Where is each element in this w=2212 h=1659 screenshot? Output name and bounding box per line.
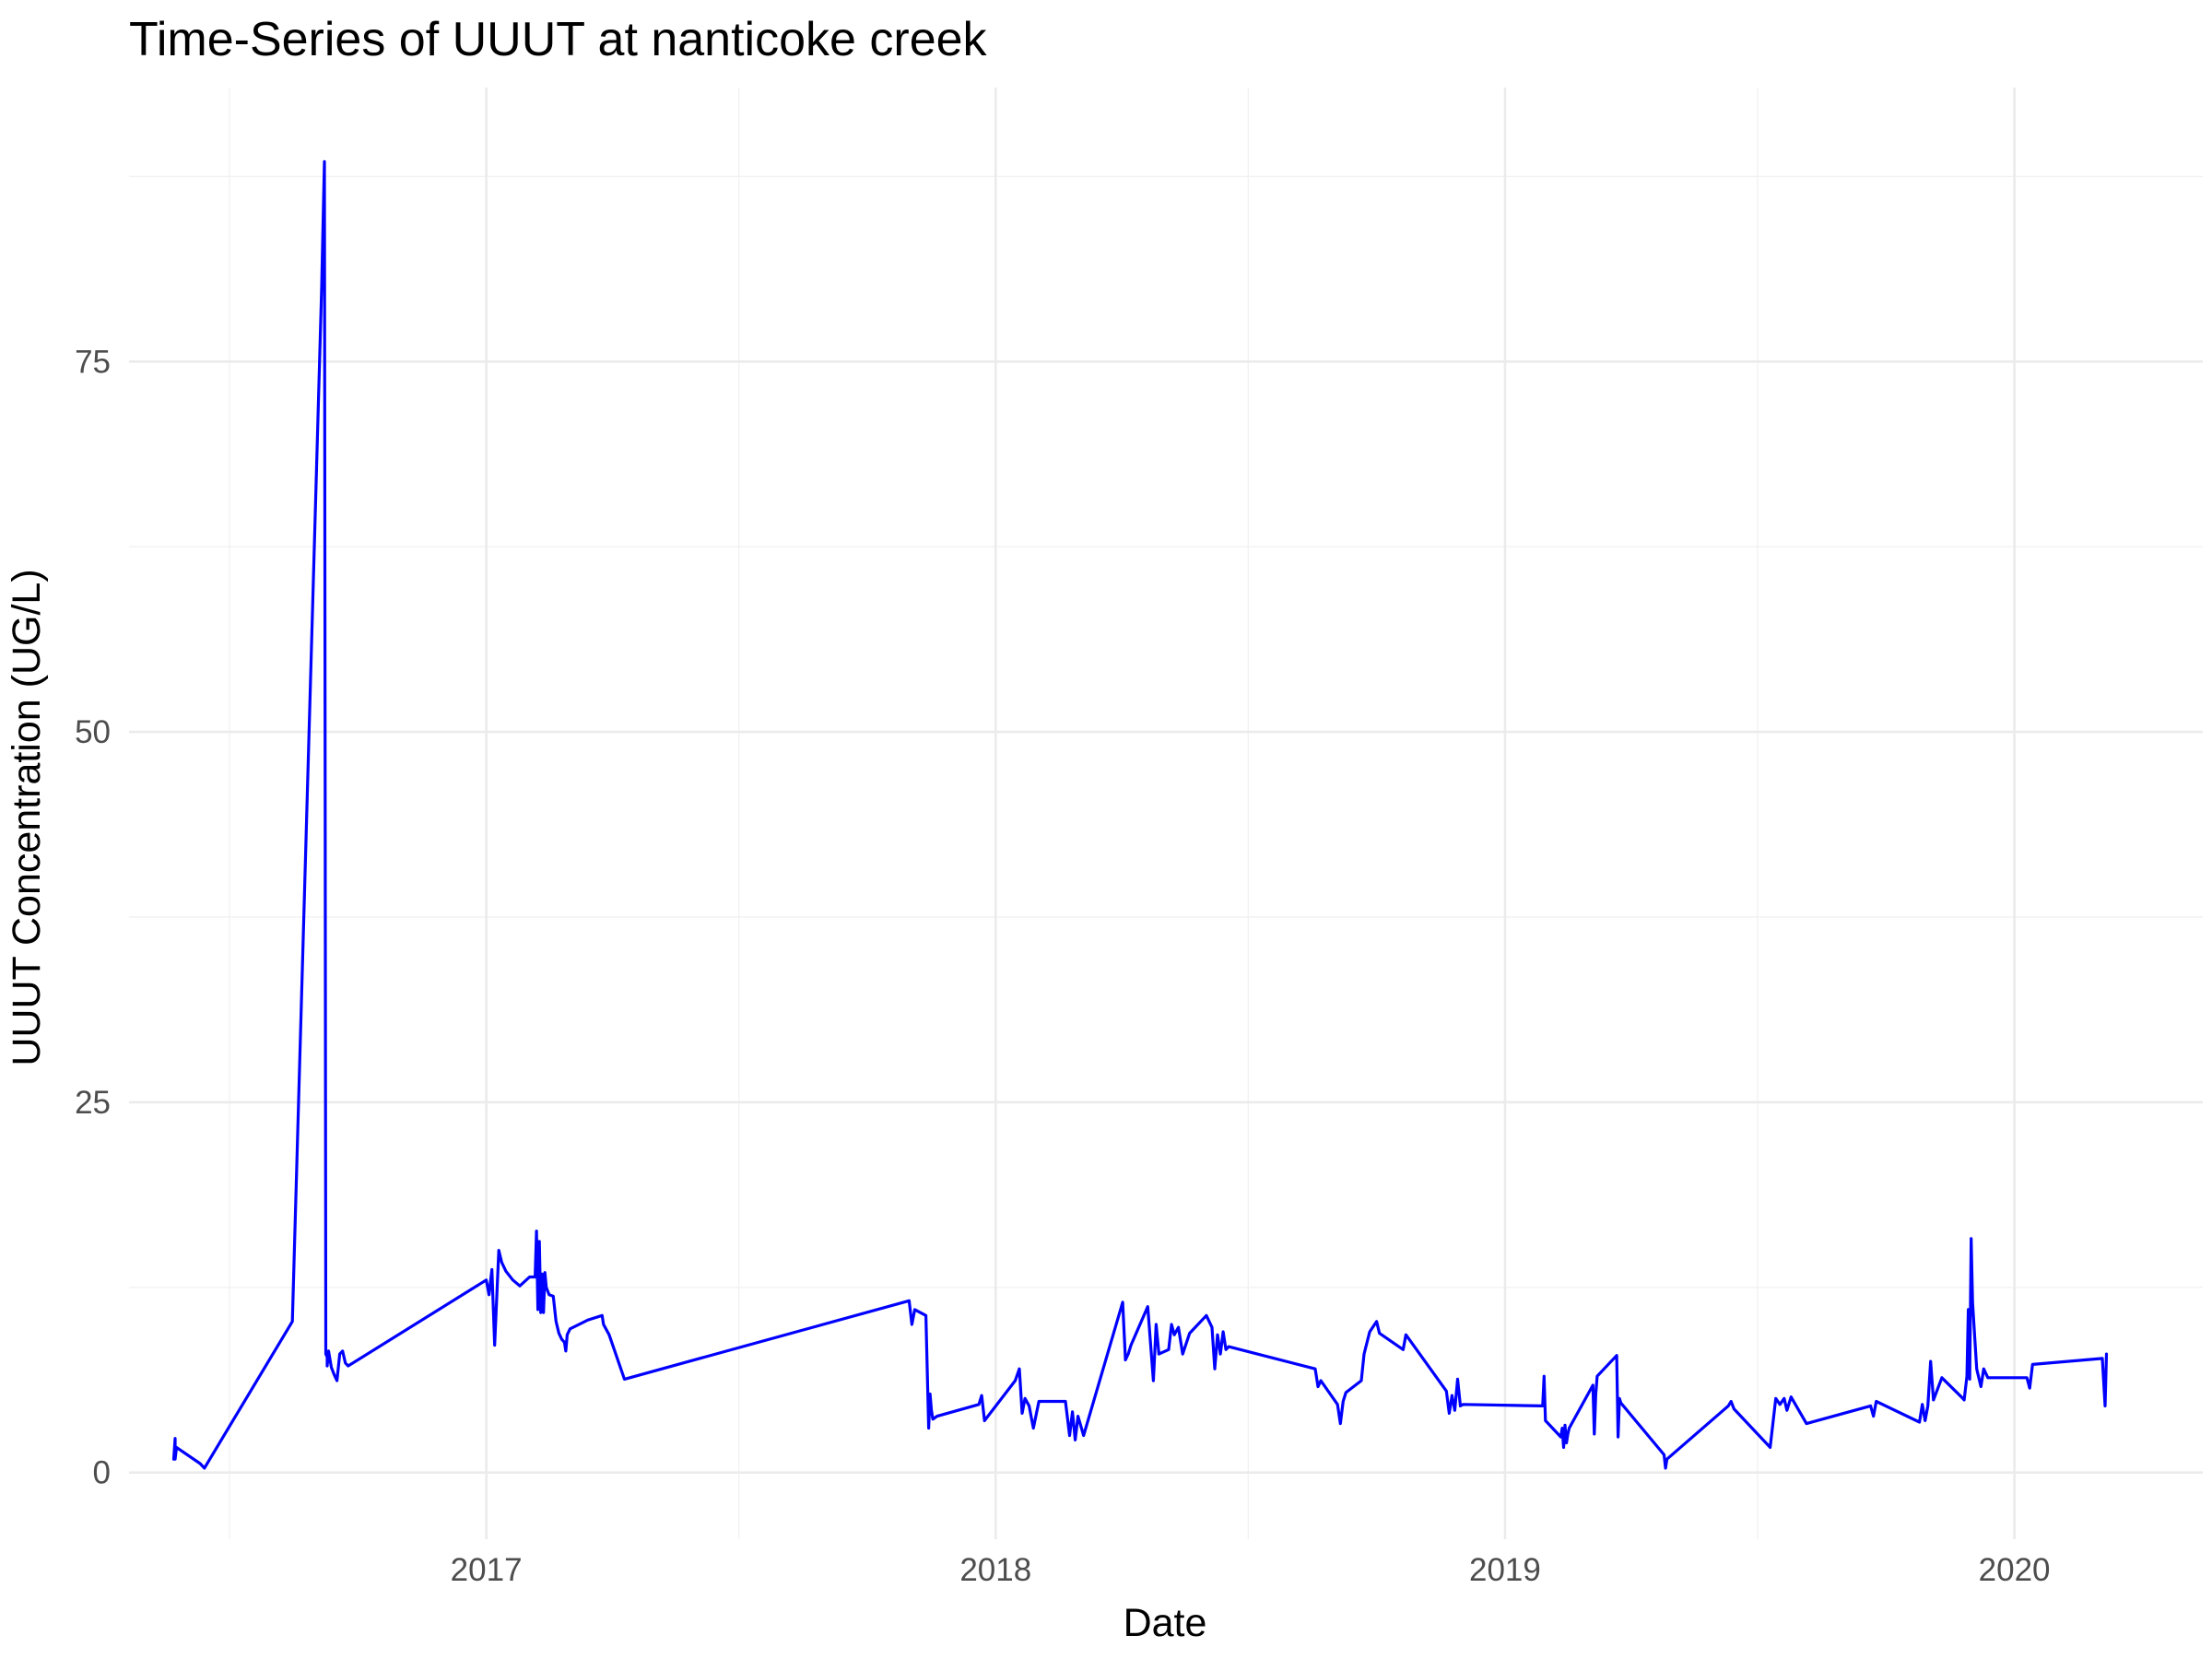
y-axis-title: UUUT Concentration (UG/L) bbox=[5, 569, 49, 1065]
x-axis-title: Date bbox=[1124, 1601, 1207, 1645]
minor-gridlines bbox=[129, 88, 2203, 1539]
y-tick-label: 25 bbox=[75, 1085, 111, 1121]
x-tick-label: 2018 bbox=[959, 1552, 1031, 1588]
chart-title: Time-Series of UUUT at nanticoke creek bbox=[129, 13, 988, 66]
x-tick-label: 2019 bbox=[1469, 1552, 1541, 1588]
tick-labels: 2017 2018 2019 2020 0 25 50 75 bbox=[75, 344, 2050, 1588]
series-layer bbox=[171, 159, 2109, 1470]
y-tick-label: 0 bbox=[93, 1455, 111, 1491]
x-tick-label: 2017 bbox=[451, 1552, 523, 1588]
x-tick-label: 2020 bbox=[1979, 1552, 2051, 1588]
y-tick-label: 75 bbox=[75, 344, 111, 380]
series-line bbox=[171, 159, 2109, 1470]
y-tick-label: 50 bbox=[75, 714, 111, 750]
major-gridlines bbox=[129, 88, 2203, 1539]
